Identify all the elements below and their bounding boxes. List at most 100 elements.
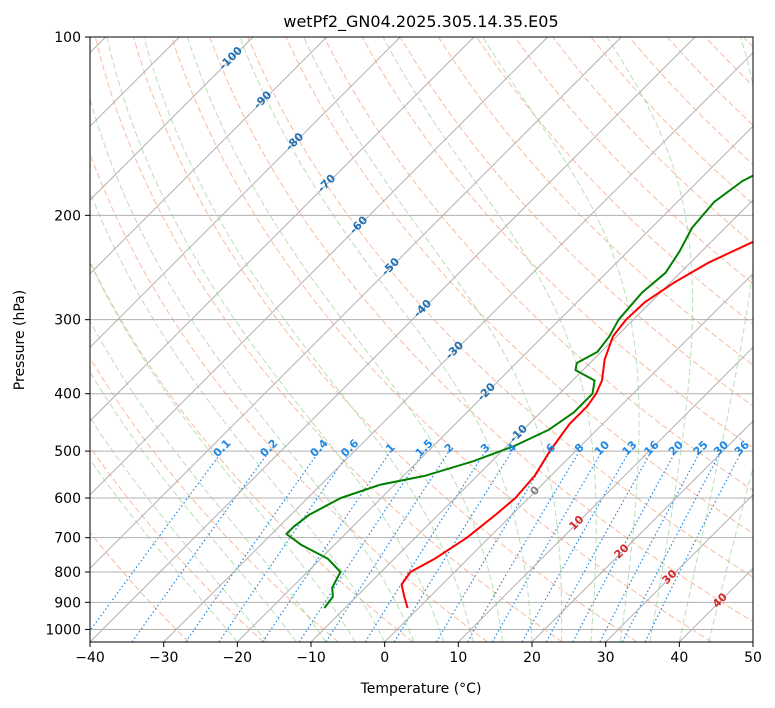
mixing-ratio-line (185, 450, 320, 642)
moist-adiabat (106, 37, 445, 642)
dry-adiabat (704, 37, 753, 87)
profiles (285, 174, 753, 609)
mixing-ratio-label: 3 (478, 441, 493, 456)
isopleth-labels: 0.1 0.2 0.4 0.6 1 1.5 2 3 4 6 8 10 13 16 20 25 30 36-100-… (211, 44, 753, 611)
dry-adiabat-label: 20 (612, 541, 632, 561)
y-tick-label: 200 (54, 208, 81, 224)
dry-adiabat (743, 37, 753, 48)
y-tick-label: 700 (54, 531, 81, 547)
y-tick-label: 500 (54, 444, 81, 460)
mixing-ratio-label: 10 (592, 438, 612, 458)
moist-adiabat-label: -80 (283, 130, 306, 153)
isotherm (90, 37, 328, 275)
y-axis-title: Pressure (hPa) (12, 290, 28, 390)
mixing-ratio-label: 13 (620, 438, 640, 458)
dry-adiabat (437, 37, 753, 366)
y-tick-label: 900 (54, 595, 81, 611)
moist-adiabat (382, 37, 597, 642)
mixing-ratio-label: 1.5 (413, 437, 436, 460)
isotherm (605, 493, 753, 642)
moist-adiabat (90, 458, 238, 642)
dry-adiabat (285, 37, 753, 535)
chart-title: wetPf2_GN04.2025.305.14.35.E05 (283, 12, 558, 32)
x-tick-label: 50 (744, 650, 762, 666)
x-tick-label: −20 (223, 650, 253, 666)
isotherm (163, 51, 753, 642)
mixing-ratio-label: 0.2 (257, 437, 280, 460)
x-tick-label: 30 (597, 650, 615, 666)
x-tick-label: 40 (670, 650, 688, 666)
dry-adiabat (132, 37, 638, 642)
mixing-ratio-label: 25 (691, 438, 711, 458)
mixing-ratio-line (393, 450, 513, 642)
moist-adiabat (90, 190, 386, 642)
isotherm (457, 346, 753, 642)
dry-adiabat-label: 10 (567, 513, 587, 533)
mixing-ratio-line (545, 450, 653, 642)
x-axis: −40 −30 −20 −10 0 10 20 30 40 50 (75, 642, 762, 666)
moist-adiabat (606, 37, 694, 642)
dry-adiabat (361, 37, 753, 449)
mixing-ratio-label: 0.4 (308, 436, 331, 459)
dry-adiabat (666, 37, 753, 126)
y-tick-label: 600 (54, 491, 81, 507)
x-tick-label: 0 (380, 650, 389, 666)
x-tick-label: 20 (523, 650, 541, 666)
moist-adiabat-label: -60 (347, 213, 370, 236)
dry-adiabat (90, 356, 339, 642)
x-axis-title: Temperature (°C) (360, 681, 482, 697)
y-tick-label: 400 (54, 387, 81, 403)
y-tick-label: 100 (54, 30, 81, 46)
mixing-ratio-line (131, 450, 270, 642)
isotherm (90, 37, 696, 642)
moist-adiabat-label: -20 (475, 380, 498, 403)
mixing-ratio-label: 1 (383, 441, 398, 456)
dry-adiabat (514, 37, 753, 285)
mixing-ratio-label: 2 (442, 441, 457, 456)
moist-adiabat-label: -70 (315, 172, 338, 195)
dry-adiabat (90, 446, 264, 642)
isotherm (90, 37, 549, 496)
isotherm (90, 37, 254, 201)
isotherm (531, 420, 753, 642)
dry-adiabat (399, 37, 753, 407)
mixing-ratio-line (644, 450, 743, 642)
mixing-ratio-label: 0.1 (211, 437, 234, 460)
dry-adiabat (90, 152, 488, 642)
moist-adiabat (482, 37, 640, 642)
profile-line-0 (400, 240, 753, 609)
moist-adiabat-label: -100 (216, 44, 245, 73)
mixing-ratio-line (298, 450, 425, 642)
moist-adiabat (187, 37, 503, 642)
moist-adiabat (90, 261, 356, 642)
isotherm (90, 37, 475, 422)
dry-adiabat (247, 37, 753, 578)
isotherm (752, 641, 753, 642)
x-tick-label: −30 (149, 650, 179, 666)
mixing-ratio-label: 36 (732, 438, 752, 458)
mixing-ratio-label: 0.6 (338, 436, 361, 459)
isotherm (310, 199, 753, 642)
mixing-ratio-line (90, 450, 223, 632)
grid (90, 36, 753, 630)
mixing-ratio-label: 30 (711, 438, 731, 458)
moist-adiabat-label: -50 (379, 255, 402, 278)
x-tick-label: 10 (449, 650, 467, 666)
y-tick-label: 800 (54, 565, 81, 581)
mixing-ratio-line (466, 450, 580, 642)
dry-adiabat-label: 0 (528, 483, 543, 498)
dry-adiabat (209, 37, 753, 623)
profile-line-1 (285, 174, 753, 609)
moist-adiabat (90, 416, 268, 642)
y-axis: 100 200 300 400 500 600 700 800 900 1000 (45, 30, 90, 638)
dry-adiabat (90, 531, 190, 642)
dry-adiabat (90, 260, 414, 642)
mixing-ratio-label: 8 (572, 441, 587, 456)
isotherm (236, 125, 753, 642)
isotherm (384, 272, 753, 642)
x-tick-label: −10 (296, 650, 326, 666)
dry-adiabat-label: 40 (710, 590, 730, 610)
moist-adiabat (678, 37, 753, 642)
plot-frame (89, 36, 754, 643)
